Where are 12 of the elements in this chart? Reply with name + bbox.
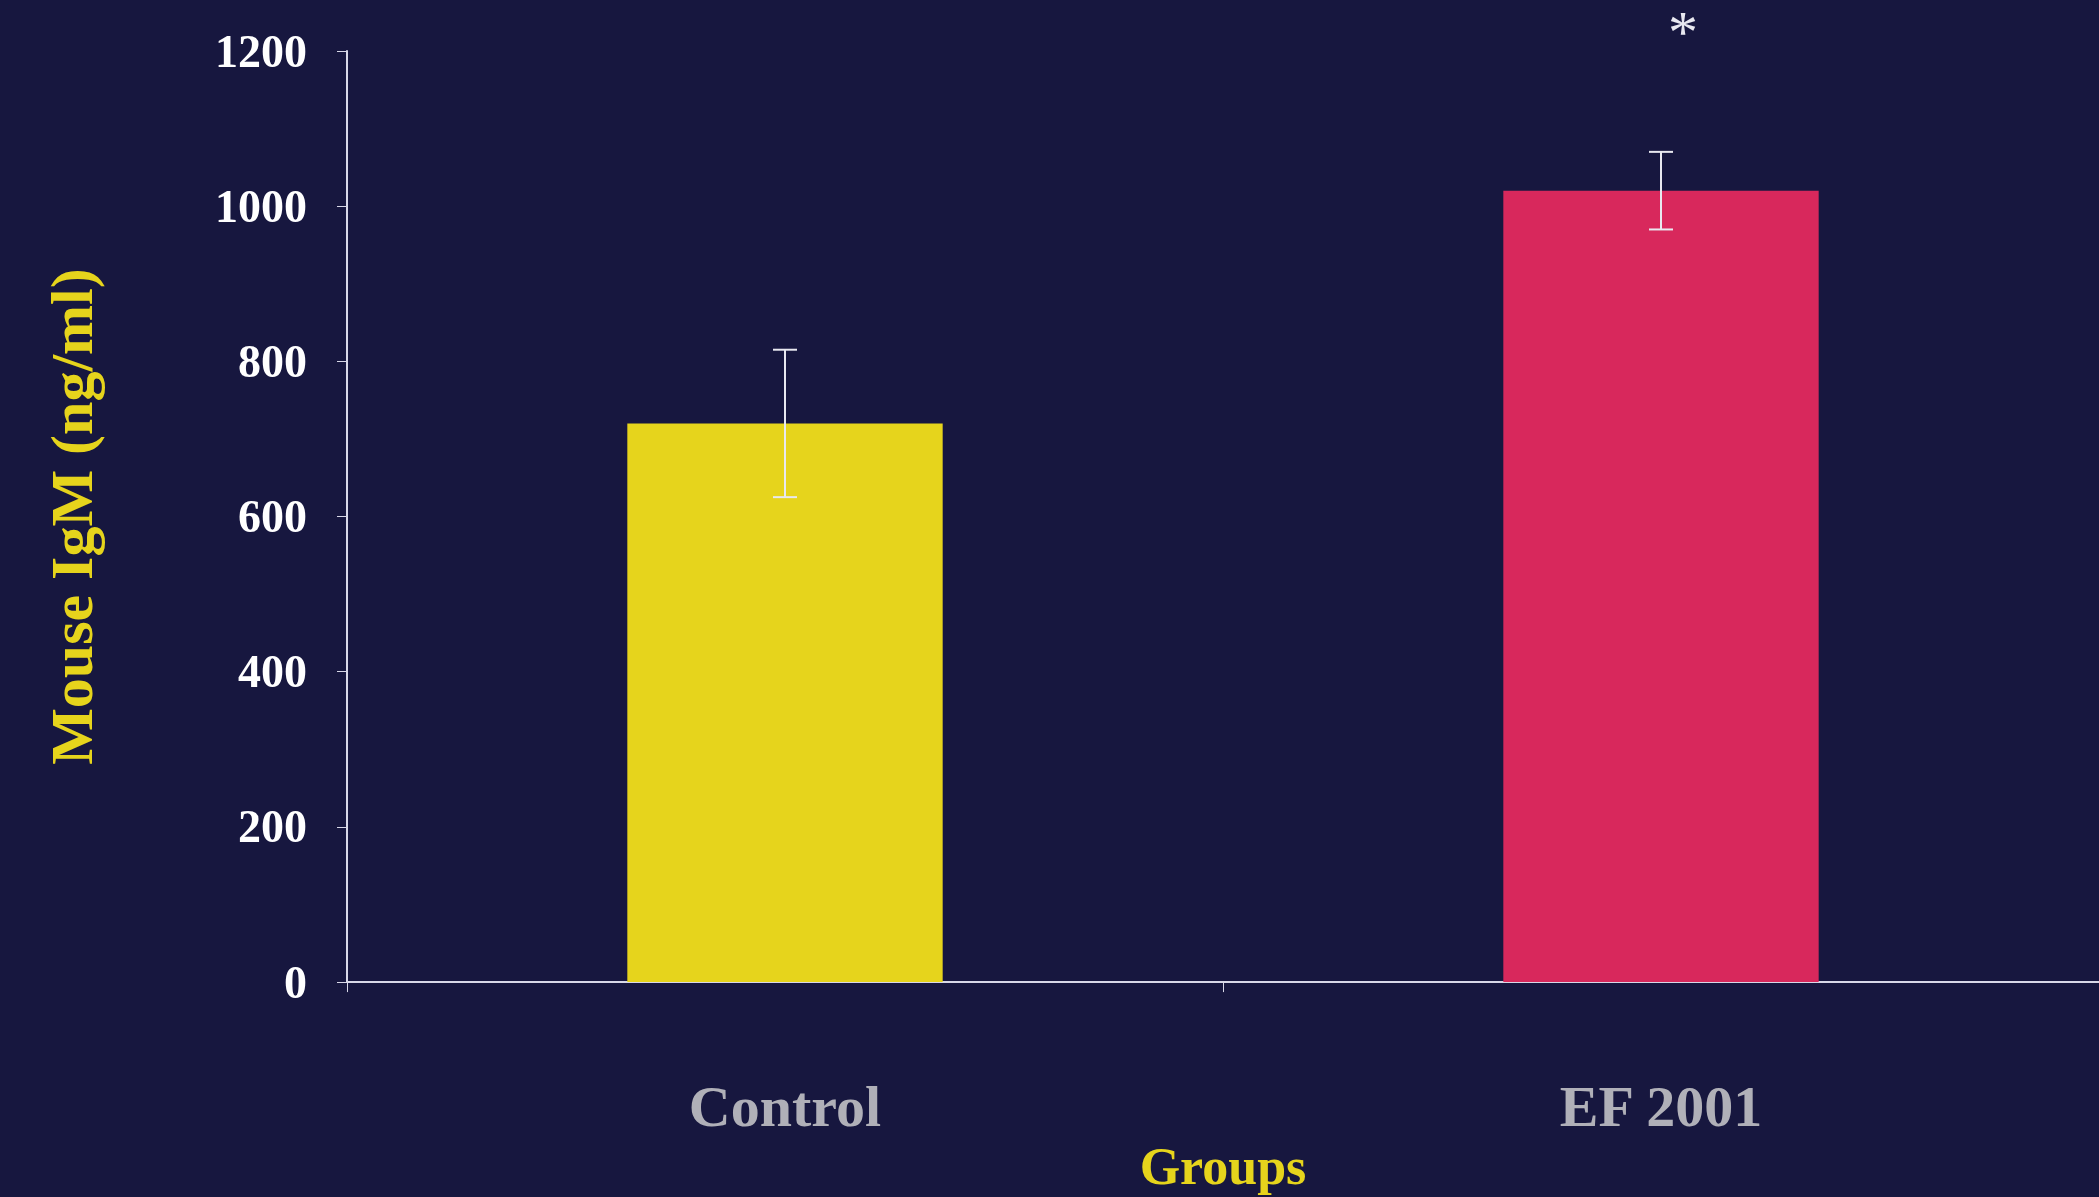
x-tick-label: Control (688, 1073, 882, 1139)
y-axis-title: Mouse IgM (ng/ml) (39, 268, 105, 765)
y-tick-label: 1000 (215, 180, 307, 232)
y-tick-label: 200 (238, 801, 307, 853)
x-axis-title: Groups (1139, 1137, 1307, 1195)
x-tick-label: EF 2001 (1559, 1073, 1763, 1139)
y-tick-label: 800 (238, 335, 307, 387)
annotation: * (1668, 0, 1698, 65)
y-tick-label: 0 (284, 956, 307, 1008)
y-tick-label: 400 (238, 646, 307, 698)
y-tick-label: 600 (238, 491, 307, 543)
y-tick-label: 1200 (215, 25, 307, 77)
